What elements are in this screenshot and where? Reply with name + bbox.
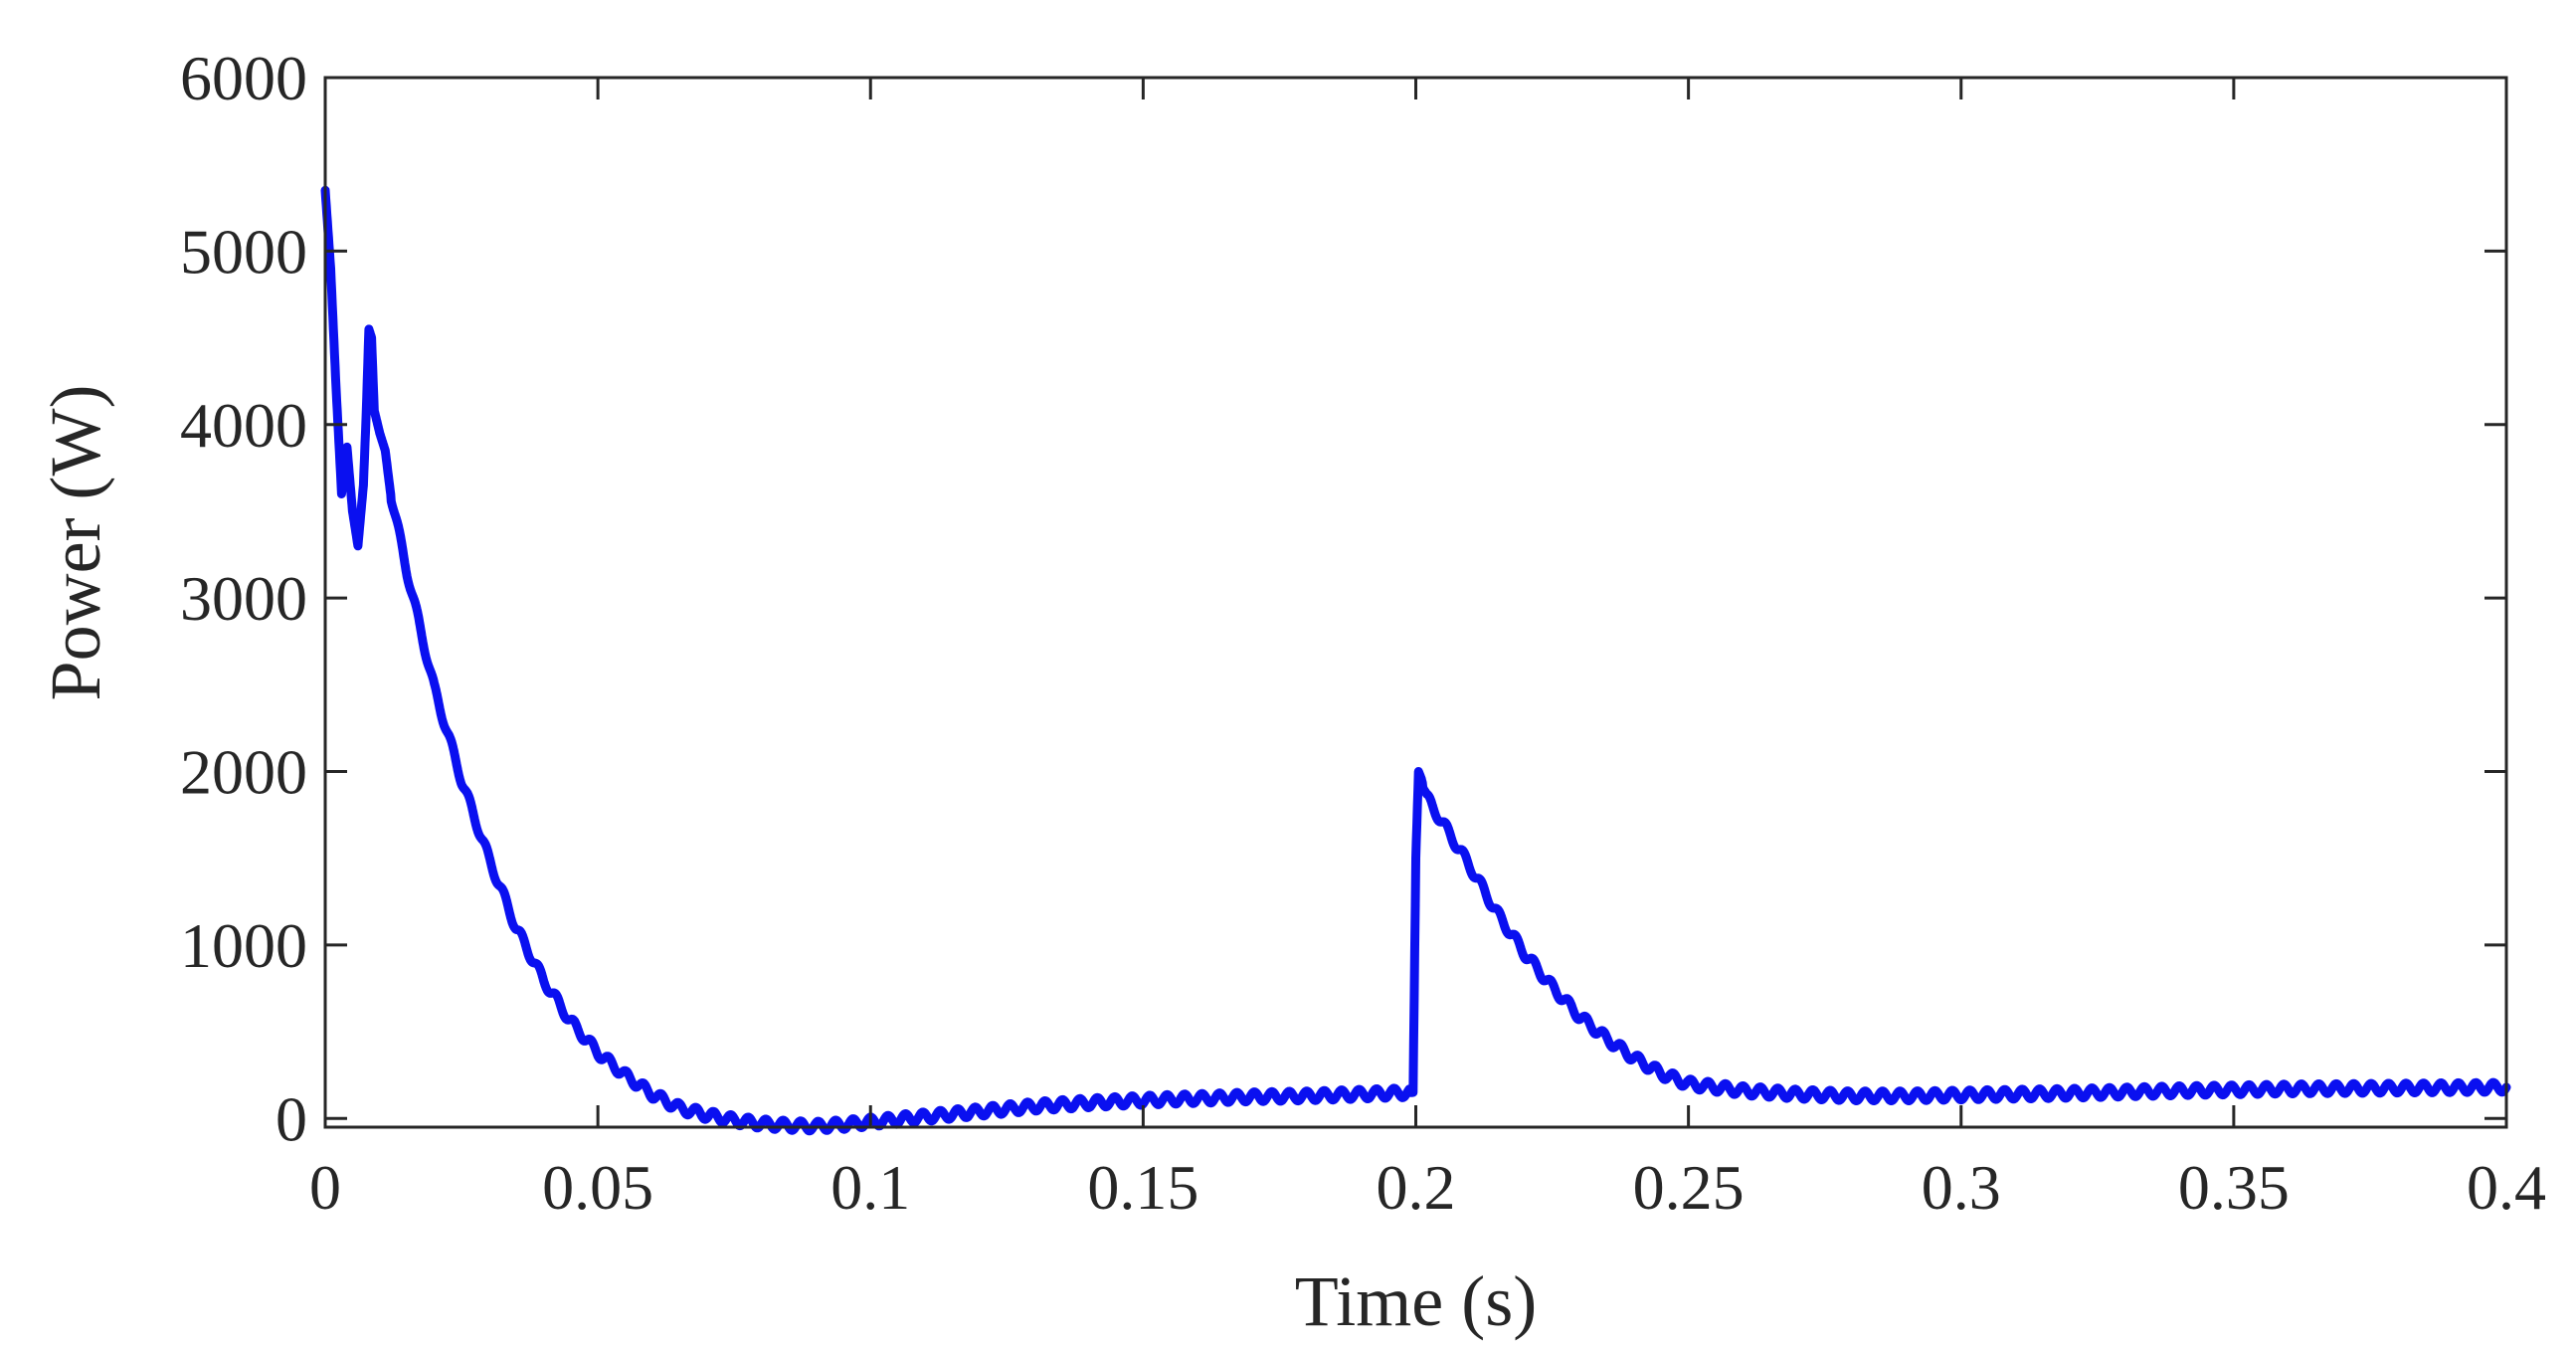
y-tick-label: 0 xyxy=(276,1083,307,1154)
y-axis-ticks: 0 1000 2000 3000 4000 5000 6000 xyxy=(180,43,2506,1154)
series-layer xyxy=(320,185,2511,1136)
y-tick-label: 4000 xyxy=(180,390,307,461)
x-tick-label: 0.4 xyxy=(2467,1152,2546,1223)
y-tick-label: 3000 xyxy=(180,563,307,634)
x-tick-label: 0.15 xyxy=(1087,1152,1198,1223)
x-axis-label: Time (s) xyxy=(1295,1261,1537,1341)
y-tick-label: 5000 xyxy=(180,216,307,287)
x-tick-label: 0 xyxy=(309,1152,341,1223)
x-tick-label: 0.35 xyxy=(2178,1152,2290,1223)
x-tick-label: 0.3 xyxy=(1922,1152,2001,1223)
y-axis-label: Power (W) xyxy=(36,385,115,701)
y-tick-label: 6000 xyxy=(180,43,307,113)
series-line-0 xyxy=(320,185,2511,1136)
y-tick-label: 1000 xyxy=(180,910,307,981)
x-tick-label: 0.25 xyxy=(1633,1152,1745,1223)
x-tick-label: 0.05 xyxy=(542,1152,653,1223)
x-tick-label: 0.2 xyxy=(1377,1152,1456,1223)
y-tick-label: 2000 xyxy=(180,737,307,808)
x-axis-ticks: 0 0.05 0.1 0.15 0.2 0.25 0.3 0.35 0.4 xyxy=(309,78,2546,1223)
x-tick-label: 0.1 xyxy=(830,1152,910,1223)
